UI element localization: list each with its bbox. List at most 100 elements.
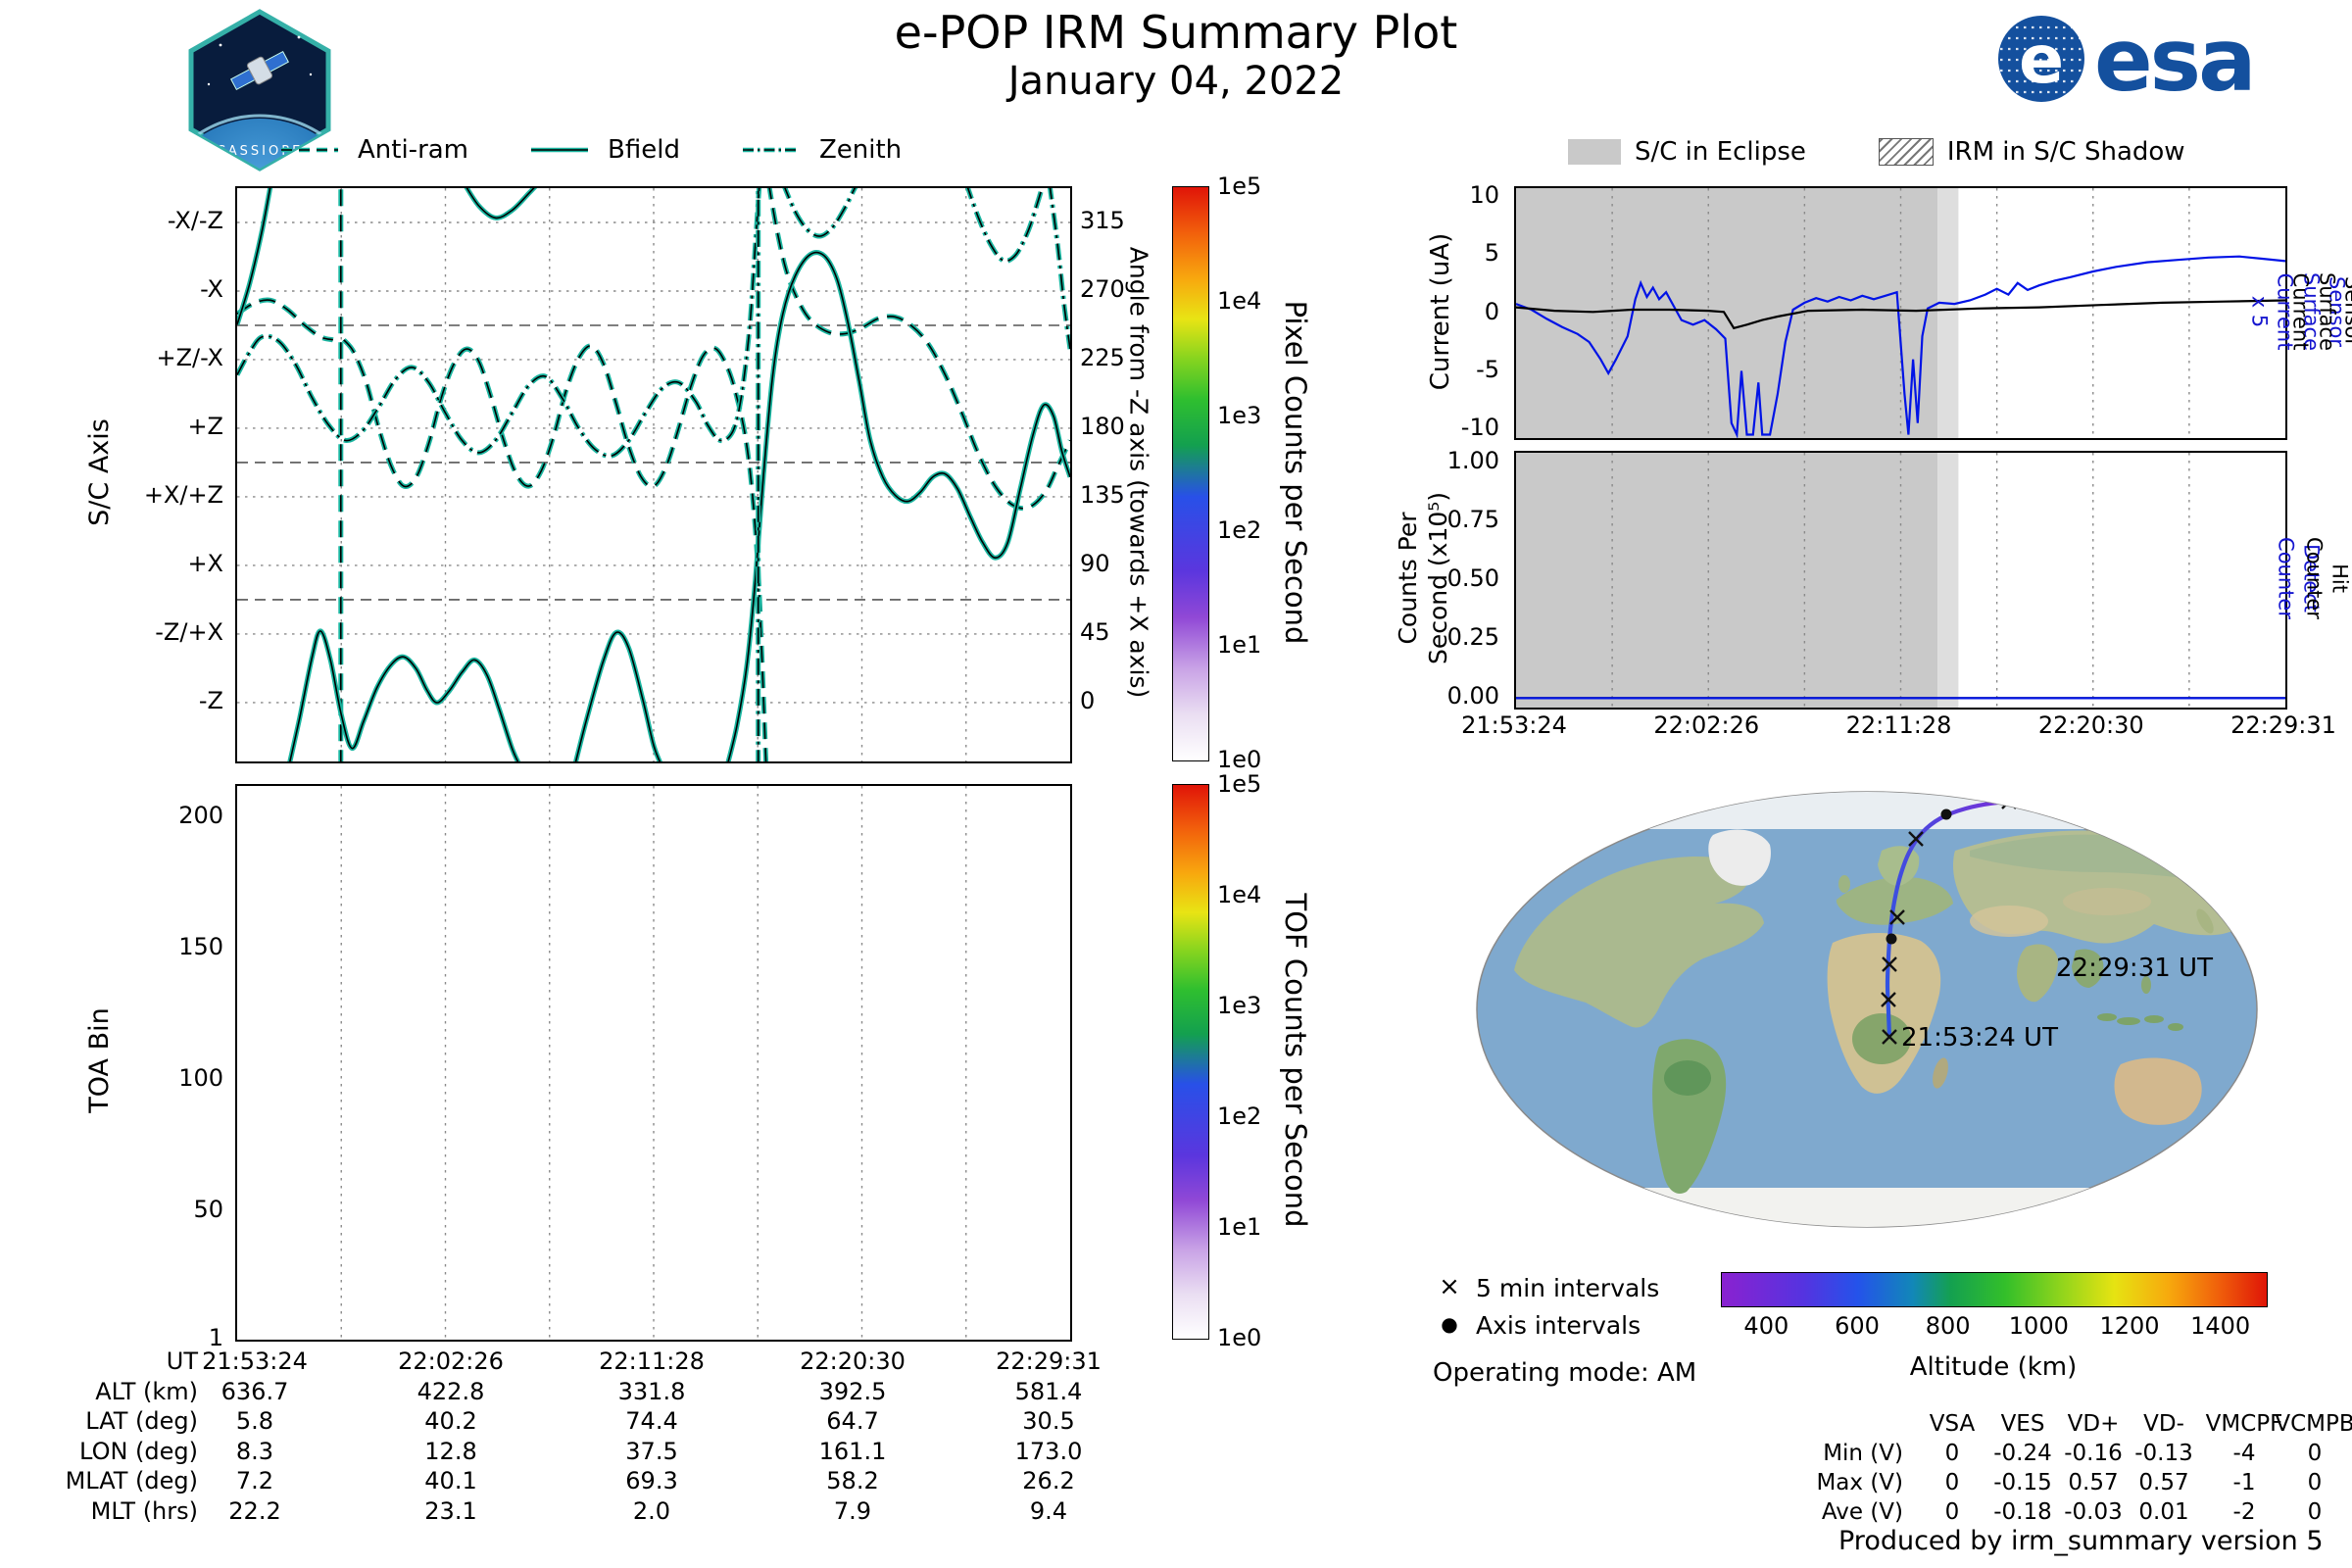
tof-colorbar — [1172, 784, 1209, 1340]
ephemeris-row-label: UT — [166, 1348, 198, 1375]
ephemeris-value: 392.5 — [818, 1377, 887, 1405]
north-america — [1514, 856, 1764, 1028]
ephemeris-value: 74.4 — [625, 1407, 678, 1435]
series-bfield — [237, 188, 271, 325]
legend-label-antiram: Anti-ram — [358, 135, 469, 165]
time-xtick: 22:29:31 — [2230, 711, 2336, 739]
sc-axis-legend: Anti-ram Bfield Zenith — [279, 135, 902, 165]
angle-axis-tick: 135 — [1080, 481, 1125, 509]
ephemeris-value: 9.4 — [1029, 1496, 1068, 1525]
angle-axis-tick: 180 — [1080, 413, 1125, 440]
current-ytick: -5 — [1476, 355, 1499, 383]
altitude-tick: 1400 — [2190, 1312, 2251, 1340]
voltage-value: 0.57 — [2138, 1470, 2189, 1495]
current-ytick: 10 — [1469, 181, 1499, 210]
japan — [2196, 908, 2214, 934]
five-min-interval-marker — [1882, 1029, 1897, 1045]
map-start-label: 21:53:24 UT — [1901, 1023, 2058, 1053]
ephemeris-value: 581.4 — [1014, 1377, 1083, 1405]
time-xtick: 22:11:28 — [1845, 711, 1952, 739]
ephemeris-value: 69.3 — [625, 1467, 678, 1494]
counts-ytick: 0.00 — [1446, 682, 1499, 710]
sc-axis-ytick: +Z/-X — [156, 344, 223, 371]
voltage-value: 0 — [2307, 1470, 2323, 1495]
voltage-row-label: Ave (V) — [1821, 1499, 1903, 1525]
series-zenith — [784, 188, 857, 237]
current-series-blue — [1516, 255, 2285, 438]
pixel-colorbar-tick: 1e2 — [1217, 516, 1262, 544]
pixel-colorbar-tick: 1e3 — [1217, 402, 1262, 429]
time-xtick: 21:53:24 — [1461, 711, 1567, 739]
sc-axis-ytick: +Z — [187, 413, 223, 440]
shadow-swatch — [1878, 138, 1934, 166]
ephemeris-value: 40.2 — [424, 1407, 477, 1435]
ephemeris-value: 30.5 — [1022, 1407, 1075, 1435]
time-xtick: 22:20:30 — [2037, 711, 2144, 739]
ephemeris-value: 8.3 — [235, 1437, 274, 1465]
five-min-interval-marker — [2252, 906, 2257, 922]
angle-axis-tick: 270 — [1080, 275, 1125, 303]
eclipse-legend: S/C in Eclipse IRM in S/C Shadow — [1568, 137, 2185, 167]
voltage-value: 0 — [1944, 1470, 1960, 1495]
tof-colorbar-tick: 1e4 — [1217, 881, 1262, 908]
ephemeris-row-label: MLAT (deg) — [65, 1467, 198, 1494]
counts-plot — [1514, 451, 2287, 710]
ephemeris-value: 22:02:26 — [398, 1348, 504, 1375]
bfield-line-sample — [531, 147, 589, 153]
ephemeris-value: 2.0 — [632, 1496, 671, 1525]
voltage-value: -0.24 — [1993, 1441, 2052, 1466]
current-plot — [1514, 186, 2287, 440]
voltage-value: 0 — [1944, 1441, 1960, 1466]
axis-legend-label: Axis intervals — [1476, 1311, 1642, 1340]
altitude-tick: 600 — [1835, 1312, 1880, 1340]
satellite-icon — [230, 50, 289, 91]
ephemeris-value: 26.2 — [1022, 1467, 1075, 1494]
toa-ytick: 1 — [208, 1324, 223, 1351]
tof-colorbar-title: TOF Counts per Second — [1279, 893, 1313, 1228]
ephemeris-value: 636.7 — [220, 1377, 289, 1405]
tof-colorbar-tick: 1e2 — [1217, 1102, 1262, 1130]
shadow-region — [1937, 188, 1959, 438]
series-bfield — [727, 251, 1070, 761]
ephemeris-value: 23.1 — [424, 1496, 477, 1525]
toa-ytick: 50 — [193, 1196, 223, 1223]
africa — [1827, 932, 1941, 1094]
counts-ytick: 0.25 — [1446, 623, 1499, 652]
pixel-colorbar-tick: 1e5 — [1217, 172, 1262, 200]
angle-axis-tick: 0 — [1080, 687, 1096, 714]
series-zenith — [237, 188, 760, 458]
antarctica — [1477, 1188, 2257, 1227]
sc-axis-ytick: +X — [187, 550, 223, 577]
shadow-legend-label: IRM in S/C Shadow — [1946, 137, 2185, 167]
angle-axis-tick: 225 — [1080, 344, 1125, 371]
voltage-value: 0 — [2307, 1441, 2323, 1466]
toa-ytick: 150 — [178, 933, 223, 960]
current-right-label-outer: Sensor Surface Current — [2288, 272, 2352, 352]
sc-axis-ytick: +X/+Z — [143, 481, 223, 509]
pixel-colorbar-title: Pixel Counts per Second — [1279, 300, 1313, 645]
pixel-colorbar-tick: 1e1 — [1217, 631, 1262, 659]
series-bfield — [574, 631, 662, 761]
series-bfield — [466, 188, 535, 220]
angle-axis-tick: 90 — [1080, 550, 1110, 577]
voltage-value: 0.57 — [2068, 1470, 2119, 1495]
counts-ytick: 1.00 — [1446, 446, 1499, 474]
ephemeris-value: 7.9 — [833, 1496, 872, 1525]
india — [2017, 944, 2058, 1003]
altitude-tick: 400 — [1743, 1312, 1789, 1340]
ephemeris-value: 161.1 — [818, 1437, 887, 1465]
axis-interval-marker — [2078, 799, 2089, 810]
footer-text: Produced by irm_summary version 5 — [1838, 1526, 2324, 1556]
series-zenith — [966, 188, 1044, 263]
eclipse-swatch — [1568, 139, 1621, 165]
australia — [2114, 1057, 2202, 1125]
axis-interval-marker — [2284, 961, 2295, 972]
series-anti-ram — [768, 188, 1070, 510]
ephemeris-row-label: MLT (hrs) — [90, 1496, 198, 1525]
voltage-value: 0.01 — [2138, 1499, 2189, 1525]
toa-ylabel: TOA Bin — [84, 1007, 116, 1113]
ephemeris-value: 21:53:24 — [202, 1348, 308, 1375]
current-ytick: 0 — [1484, 297, 1499, 325]
ephemeris-value: 5.8 — [235, 1407, 274, 1435]
greenland — [1708, 829, 1771, 886]
